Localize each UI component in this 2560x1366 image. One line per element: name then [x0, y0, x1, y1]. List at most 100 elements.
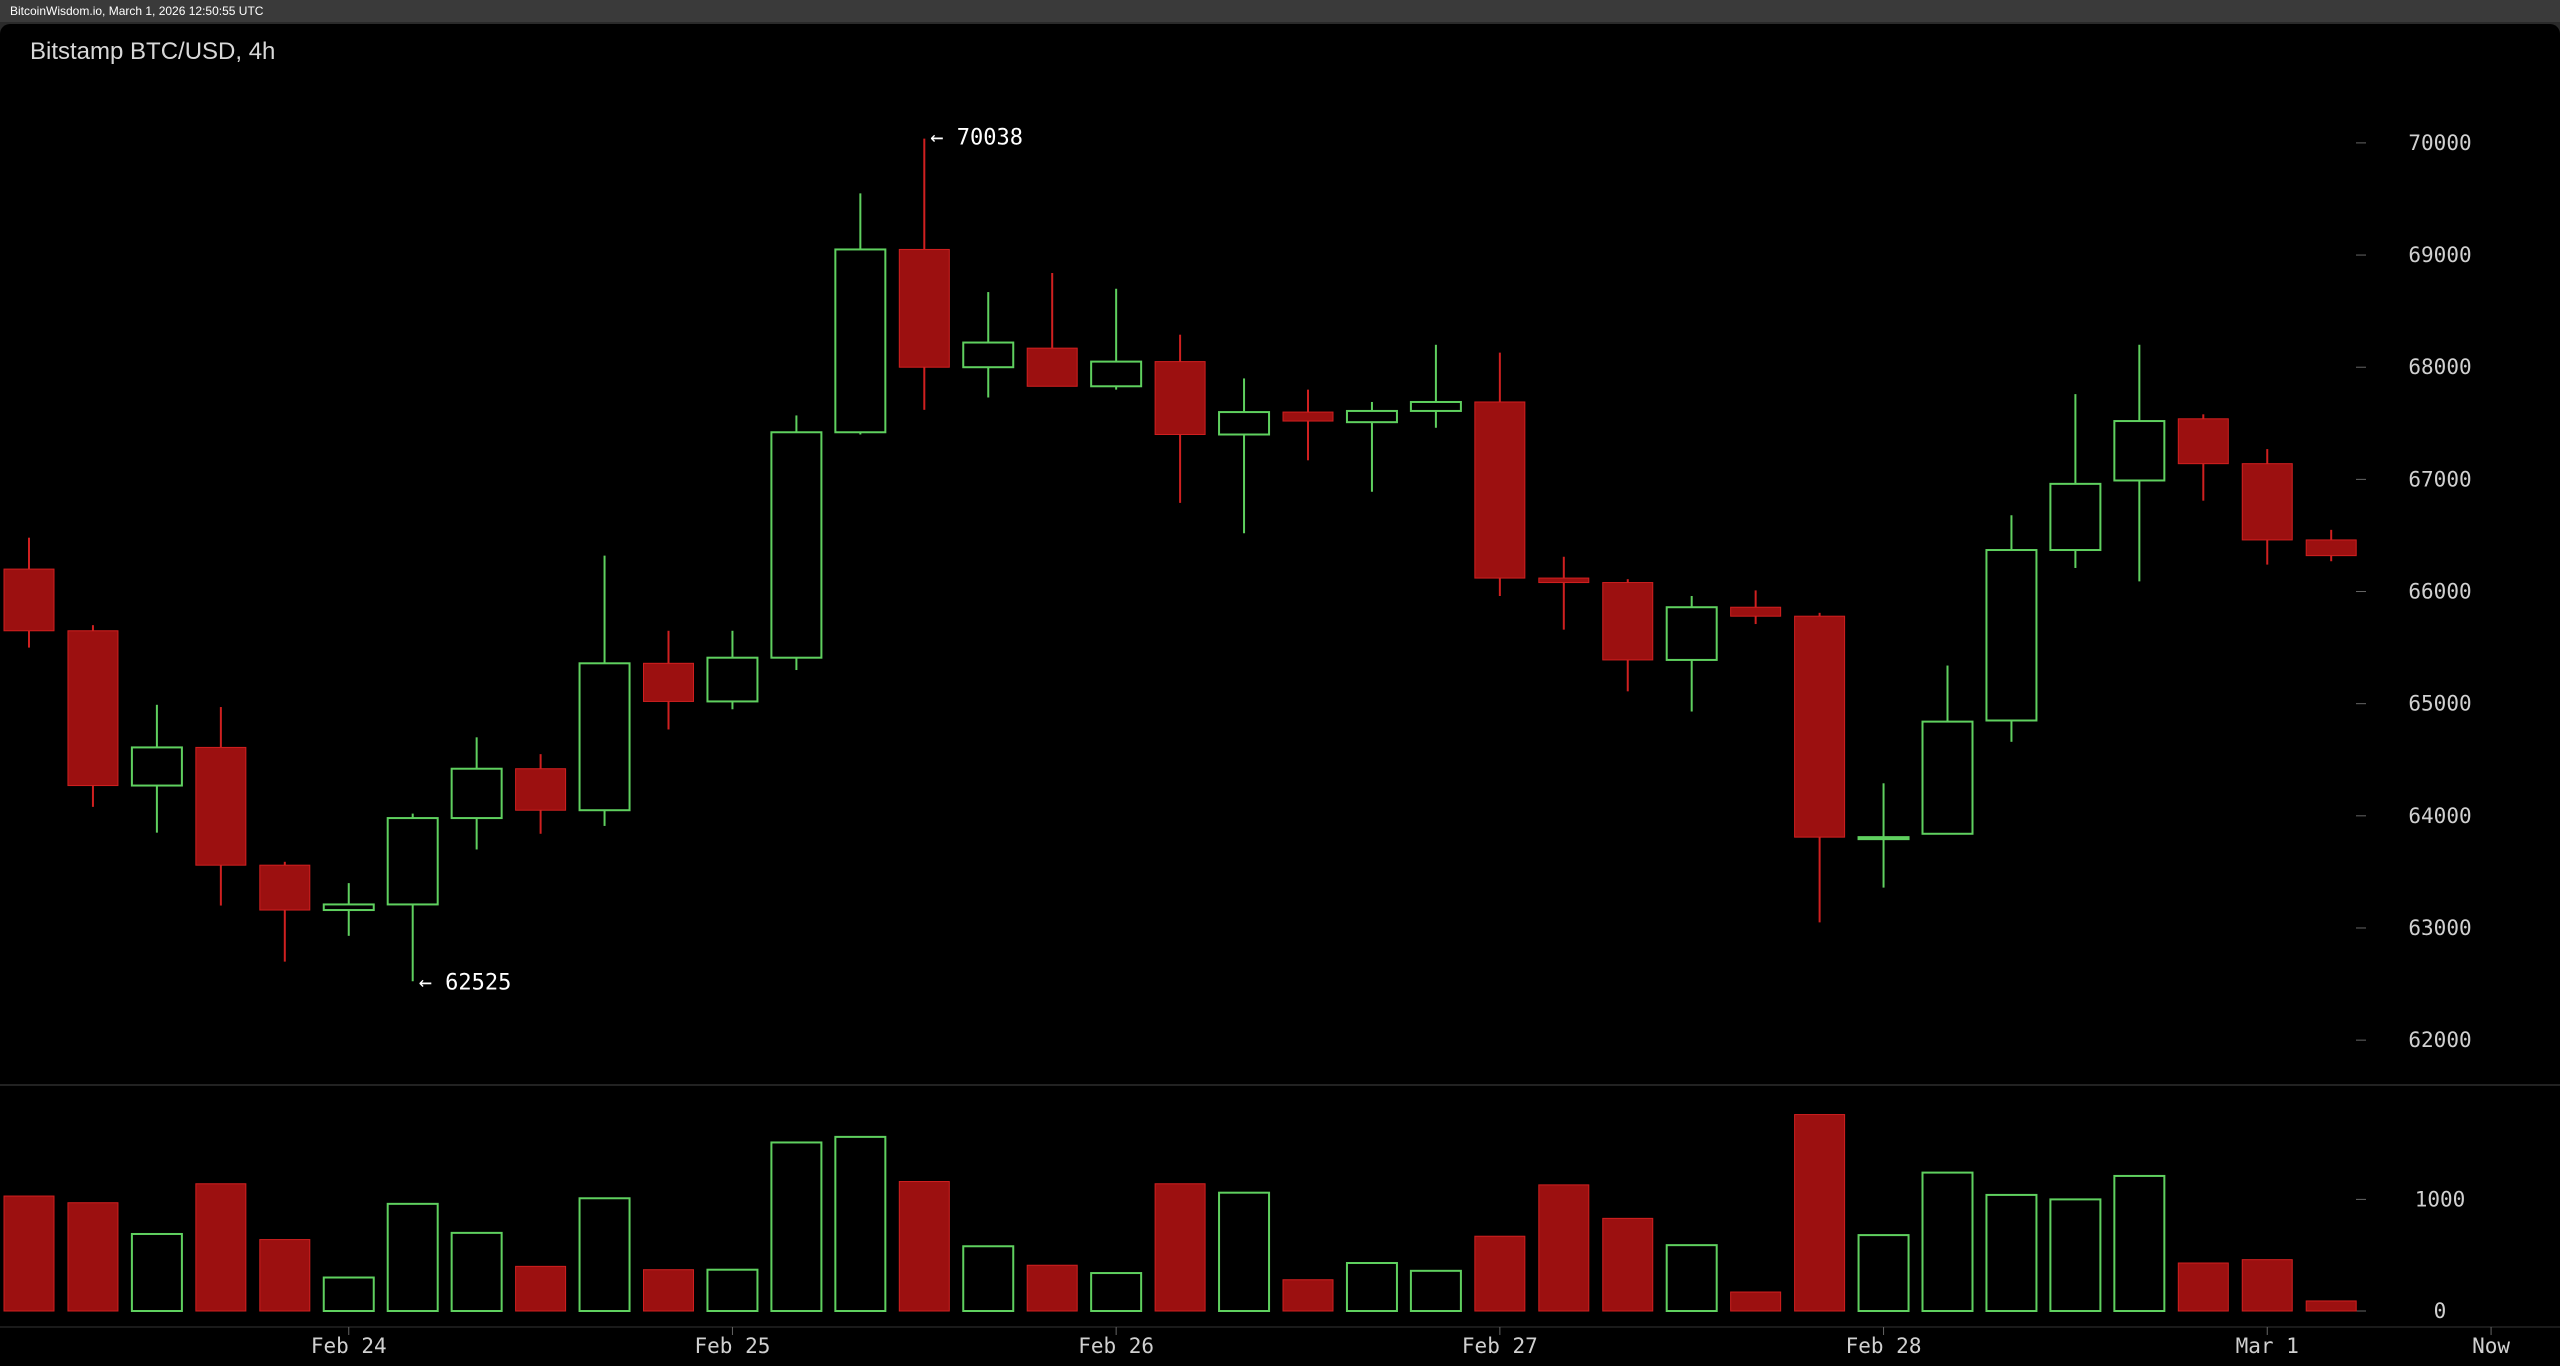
volume-tick-label: 0	[2434, 1299, 2447, 1323]
time-tick-label: Feb 28	[1846, 1334, 1922, 1358]
price-tick-label: 64000	[2408, 804, 2471, 828]
candle-body	[2177, 418, 2229, 465]
candle	[515, 754, 567, 834]
candle	[2305, 529, 2357, 562]
chart-panel	[0, 24, 2560, 1366]
window-caption: BitcoinWisdom.io, March 1, 2026 12:50:55…	[10, 4, 264, 18]
candle-body	[643, 662, 694, 702]
candle-body	[1665, 606, 1718, 661]
volume-bar	[1345, 1262, 1398, 1312]
window-title-bar: BitcoinWisdom.io, March 1, 2026 12:50:55…	[0, 0, 2560, 22]
time-tick-label: Now	[2472, 1334, 2510, 1358]
volume-bar	[2049, 1198, 2102, 1312]
volume-bar	[898, 1181, 950, 1312]
volume-bar	[515, 1265, 567, 1312]
price-tick-label: 65000	[2408, 692, 2471, 716]
price-tick-label: 69000	[2408, 243, 2471, 267]
candle-body	[1794, 615, 1846, 838]
volume-bar	[450, 1231, 503, 1312]
candle	[1985, 515, 2038, 742]
volume-bar	[130, 1232, 183, 1313]
high-annotation: ← 70038	[930, 126, 1023, 151]
volume-bar	[2241, 1259, 2293, 1312]
candle-body	[1090, 360, 1143, 388]
volume-bar	[578, 1197, 631, 1313]
volume-bar	[834, 1135, 887, 1312]
price-tick-label: 67000	[2408, 467, 2471, 491]
candle-body	[578, 662, 631, 812]
candle-body	[2049, 482, 2102, 552]
candle-body	[386, 817, 439, 906]
candle	[386, 813, 439, 982]
volume-bar	[2305, 1300, 2357, 1312]
candle-body	[834, 248, 887, 434]
candle	[259, 861, 311, 962]
price-tick-label: 63000	[2408, 916, 2471, 940]
time-tick-label: Feb 24	[311, 1334, 387, 1358]
volume-bar	[706, 1268, 759, 1313]
volume-bar	[1665, 1244, 1718, 1313]
time-tick-label: Feb 27	[1462, 1334, 1538, 1358]
volume-bar	[1985, 1193, 2038, 1312]
volume-bars-layer	[3, 1114, 2357, 1313]
candle-body	[450, 767, 503, 820]
time-axis: Feb 24 Feb 25 Feb 26 Feb 27 Feb 28 Mar 1 Now	[311, 1327, 2510, 1358]
candle-body	[67, 630, 119, 787]
candle	[1282, 389, 1334, 461]
volume-bar	[1730, 1291, 1782, 1312]
candle-body	[1409, 400, 1462, 412]
candle-body	[515, 768, 567, 811]
low-annotation: ← 62525	[419, 970, 512, 995]
candle	[898, 138, 950, 410]
candle	[962, 292, 1015, 398]
candle	[2113, 344, 2166, 582]
candle	[643, 630, 694, 730]
candle-body	[1921, 720, 1974, 835]
candle-body	[1857, 836, 1910, 841]
volume-tick-label: 1000	[2415, 1187, 2466, 1211]
candle	[450, 737, 503, 850]
candle-body	[898, 248, 950, 368]
candle	[2049, 394, 2102, 568]
price-axis: 62000 63000 64000 65000 66000 67000 68000 69000…	[2356, 131, 2472, 1052]
chart-title: Bitstamp BTC/USD, 4h	[30, 38, 276, 65]
volume-bar	[1154, 1183, 1206, 1312]
volume-bar	[1602, 1217, 1654, 1312]
candle	[1857, 783, 1910, 888]
price-tick-label: 70000	[2408, 131, 2471, 155]
price-tick-label: 68000	[2408, 355, 2471, 379]
candle-body	[1026, 347, 1078, 387]
candle	[3, 537, 55, 648]
candle	[1409, 344, 1462, 428]
candle-body	[130, 746, 183, 787]
volume-bar	[67, 1202, 119, 1312]
candle	[1602, 579, 1654, 692]
candle	[1090, 288, 1143, 390]
candle-body	[1985, 549, 2038, 722]
candle	[2177, 414, 2229, 501]
candle-body	[1538, 577, 1590, 584]
candle	[578, 555, 631, 826]
candle-body	[1218, 411, 1271, 436]
candle-body	[259, 864, 311, 911]
volume-bar	[386, 1202, 439, 1313]
volume-bar	[1538, 1184, 1590, 1312]
candle	[1154, 334, 1206, 503]
volume-bar	[1857, 1234, 1910, 1312]
candle	[195, 707, 247, 906]
price-tick-label: 62000	[2408, 1028, 2471, 1052]
volume-bar	[1921, 1171, 1974, 1312]
volume-bar	[643, 1269, 694, 1312]
candle	[130, 704, 183, 833]
price-tick-label: 66000	[2408, 580, 2471, 604]
candle	[1665, 596, 1718, 712]
volume-bar	[1282, 1279, 1334, 1312]
volume-bar	[2177, 1262, 2229, 1312]
candle-body	[770, 431, 823, 659]
candle-body	[2305, 539, 2357, 557]
candle-body	[1345, 409, 1398, 424]
candle	[1026, 273, 1078, 387]
candle	[1794, 612, 1846, 923]
candle	[770, 415, 823, 671]
